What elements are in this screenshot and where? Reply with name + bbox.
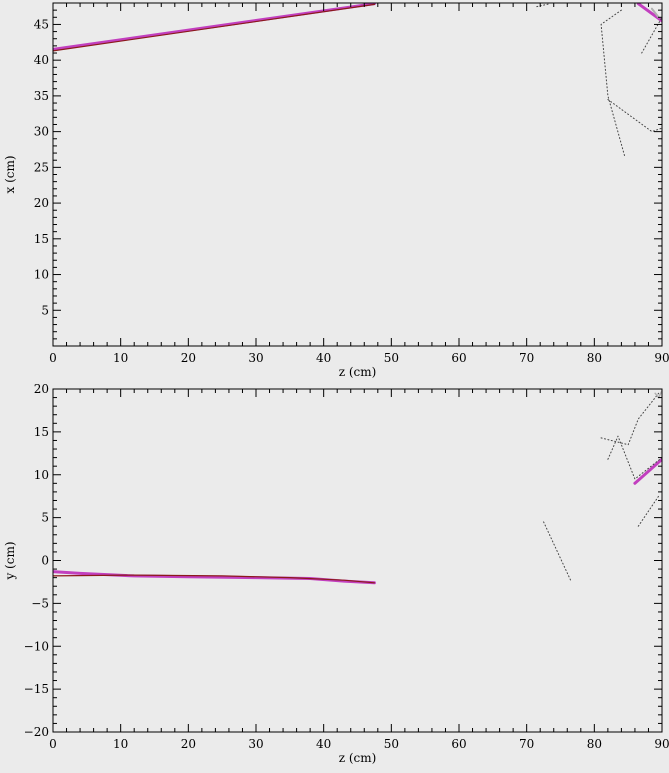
- chart-top-xtick-label: 80: [587, 351, 602, 365]
- chart-bottom-ytick-label: 10: [34, 468, 49, 482]
- chart-bottom-series-2-track: [633, 457, 662, 485]
- chart-top-series: [53, 3, 662, 158]
- chart-bottom-xtick-label: 40: [316, 737, 331, 751]
- chart-top: 0 10 20 30 40 50 60 70 80 90 5 10 15 20 25 30 35 40 45 z (c…: [3, 2, 669, 379]
- chart-top-series-1-track: [53, 3, 375, 52]
- chart-bottom-ylabel: y (cm): [3, 541, 17, 580]
- chart-top-xtick-label: 20: [181, 351, 196, 365]
- chart-bottom: 0 10 20 30 40 50 60 70 80 90 −20 −15 −10 −5 0 5 10 15 20 z …: [3, 382, 669, 765]
- chart-bottom-xtick-label: 70: [519, 737, 534, 751]
- chart-top-xtick-label: 10: [113, 351, 128, 365]
- chart-bottom-xtick-label: 50: [384, 737, 399, 751]
- chart-bottom-xlabel: z (cm): [339, 751, 377, 765]
- chart-bottom-frame: [52, 388, 663, 733]
- chart-top-series-0-track: [53, 3, 376, 51]
- chart-top-ytick-label: 35: [34, 89, 49, 103]
- chart-bottom-series: [53, 389, 662, 585]
- chart-top-xtick-label: 40: [316, 351, 331, 365]
- chart-top-xtick-label: 70: [519, 351, 534, 365]
- chart-top-ytick-label: 25: [34, 160, 49, 174]
- chart-bottom-series-1-track: [53, 574, 375, 584]
- chart-top-frame: [52, 2, 663, 347]
- chart-top-xtick-label: 0: [49, 351, 57, 365]
- chart-bottom-series-3-dotted: [543, 521, 572, 581]
- chart-bottom-series-6-dotted: [637, 495, 660, 527]
- chart-bottom-ytick-label: −5: [31, 596, 49, 610]
- chart-bottom-series-0-track: [53, 570, 376, 585]
- chart-bottom-xtick-label: 20: [181, 737, 196, 751]
- chart-bottom-series-4-dotted: [600, 392, 660, 446]
- chart-bottom-ytick-label: −20: [24, 725, 49, 739]
- chart-bottom-ytick-label: 0: [41, 554, 49, 568]
- chart-top-xtick-label: 90: [654, 351, 669, 365]
- chart-top-series-5-dotted: [607, 99, 662, 133]
- chart-top-ytick-label: 15: [34, 232, 49, 246]
- chart-top-ytick-label: 30: [34, 125, 49, 139]
- chart-bottom-xtick-label: 90: [654, 737, 669, 751]
- chart-bottom-xtick-label: 80: [587, 737, 602, 751]
- chart-top-series-2-track: [636, 3, 662, 23]
- chart-bottom-ytick-label: −15: [24, 682, 49, 696]
- chart-top-xtick-label: 30: [248, 351, 263, 365]
- chart-bottom-ytick-label: 5: [41, 511, 49, 525]
- chart-top-ytick-label: 45: [34, 17, 49, 31]
- chart-top-ytick-label: 10: [34, 268, 49, 282]
- chart-bottom-ytick-label: 20: [34, 382, 49, 396]
- chart-top-xlabel: z (cm): [339, 365, 377, 379]
- chart-top-series-4-dotted: [600, 9, 626, 158]
- chart-top-xtick-label: 50: [384, 351, 399, 365]
- chart-bottom-ytick-label: −10: [24, 639, 49, 653]
- chart-top-xtick-label: 60: [451, 351, 466, 365]
- chart-top-ytick-label: 20: [34, 196, 49, 210]
- chart-bottom-xtick-label: 10: [113, 737, 128, 751]
- chart-top-series-3-track: [650, 7, 660, 19]
- chart-top-series-6-dotted: [641, 16, 662, 54]
- chart-bottom-xtick-label: 30: [248, 737, 263, 751]
- chart-top-ytick-label: 40: [34, 53, 49, 67]
- chart-top-ytick-label: 5: [41, 303, 49, 317]
- chart-bottom-xtick-label: 0: [49, 737, 57, 751]
- chart-bottom-xtick-label: 60: [451, 737, 466, 751]
- chart-bottom-ytick-label: 15: [34, 425, 49, 439]
- chart-bottom-series-5-dotted: [607, 435, 662, 480]
- chart-top-ylabel: x (cm): [3, 155, 17, 193]
- chart-top-series-7-dotted: [536, 3, 551, 8]
